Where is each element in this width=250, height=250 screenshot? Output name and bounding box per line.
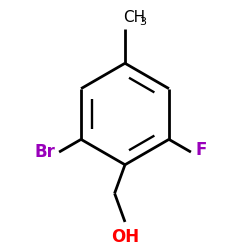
Text: Br: Br bbox=[35, 143, 56, 161]
Text: F: F bbox=[195, 141, 206, 159]
Text: 3: 3 bbox=[140, 18, 146, 28]
Text: OH: OH bbox=[111, 228, 139, 246]
Text: CH: CH bbox=[123, 10, 146, 25]
